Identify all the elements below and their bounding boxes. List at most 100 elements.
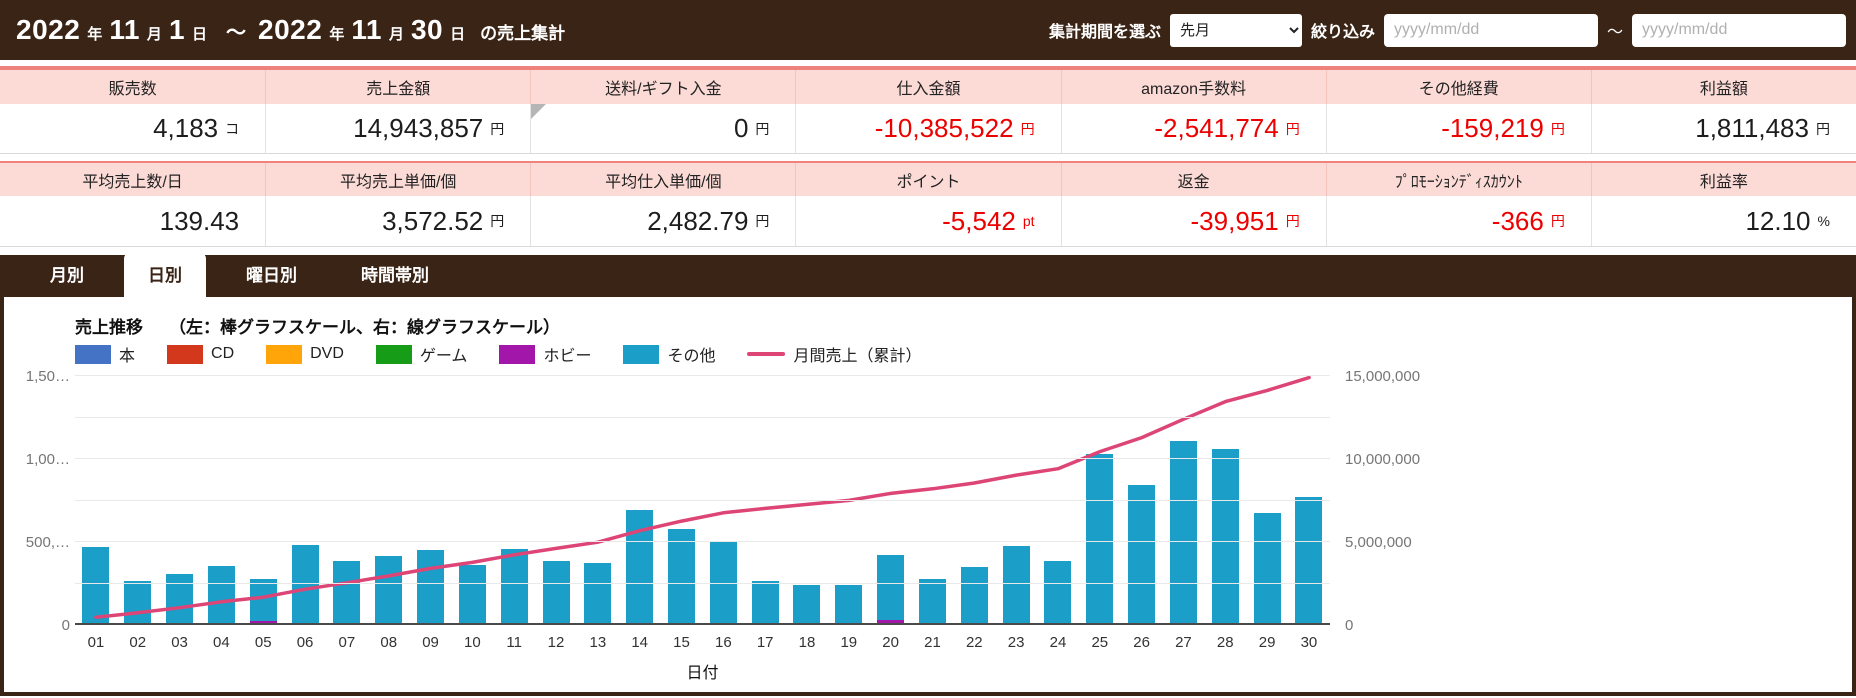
summary-unit: 円 bbox=[490, 120, 505, 137]
right-axis-tick: 5,000,000 bbox=[1345, 534, 1412, 552]
gridline bbox=[75, 499, 1330, 501]
bar-segment bbox=[584, 563, 612, 625]
bar-segment bbox=[835, 585, 863, 624]
period-select[interactable]: 先月 bbox=[1169, 13, 1302, 47]
title-segment: 月 bbox=[146, 26, 162, 43]
x-axis-tick: 25 bbox=[1091, 634, 1109, 651]
accent-border bbox=[0, 161, 1856, 163]
gridline bbox=[75, 582, 1330, 584]
summary-value-cell: 2,482.79 円 bbox=[530, 196, 795, 246]
chart-subtitle: （左：棒グラフスケール、右：線グラフスケール） bbox=[169, 318, 560, 337]
chart-title-row: 売上推移 （左：棒グラフスケール、右：線グラフスケール） bbox=[75, 313, 560, 338]
summary-header-cell: 返金 bbox=[1060, 163, 1326, 196]
x-axis-tick: 03 bbox=[171, 634, 188, 651]
x-axis-tick: 14 bbox=[631, 634, 649, 651]
legend-label: 月間売上（累計） bbox=[793, 348, 922, 365]
bar bbox=[75, 376, 117, 625]
legend-item: 本 bbox=[75, 342, 135, 366]
bar bbox=[619, 376, 661, 625]
gridline bbox=[75, 375, 1330, 376]
right-axis-labels: 0 5,000,000 10,000,000 15,000,000 bbox=[1345, 368, 1465, 634]
date-from-input[interactable] bbox=[1383, 13, 1598, 47]
title-segment: の売上集計 bbox=[480, 24, 566, 43]
x-axis-tick: 08 bbox=[380, 634, 398, 651]
summary-unit: pt bbox=[1022, 213, 1035, 229]
bar bbox=[159, 376, 201, 625]
chart-tabbar: 月別 日別 曜日別 時間帯別 bbox=[0, 252, 1856, 305]
bar-segment bbox=[207, 566, 235, 625]
plot-area bbox=[75, 375, 1330, 625]
title-segment: 日 bbox=[192, 26, 208, 43]
left-axis-tick: 1,00… bbox=[25, 451, 70, 469]
summary-unit: 円 bbox=[1815, 120, 1830, 137]
legend-label: ホビー bbox=[543, 348, 592, 365]
bar bbox=[1246, 376, 1288, 625]
bar-segment bbox=[417, 549, 445, 625]
summary-value: -159,219 bbox=[1441, 113, 1544, 143]
summary-header-cell: 仕入金額 bbox=[795, 70, 1060, 104]
bar bbox=[744, 376, 786, 625]
bar-segment bbox=[877, 554, 905, 621]
title-segment: 月 bbox=[388, 26, 404, 43]
spacer bbox=[0, 154, 1856, 161]
summary-unit: 円 bbox=[490, 213, 505, 229]
summary-header-cell: ﾌﾟﾛﾓｰｼｮﾝﾃﾞｨｽｶｳﾝﾄ bbox=[1325, 163, 1591, 196]
tab-timeband[interactable]: 時間帯別 bbox=[361, 266, 429, 285]
cell-corner-marker bbox=[531, 104, 547, 119]
date-to-input[interactable] bbox=[1632, 13, 1846, 47]
x-axis-tick: 30 bbox=[1300, 634, 1318, 651]
summary-value: 12.10 bbox=[1745, 205, 1811, 236]
x-axis-tick: 26 bbox=[1133, 634, 1150, 651]
right-axis-tick: 15,000,000 bbox=[1345, 368, 1421, 385]
bar-segment bbox=[877, 620, 905, 625]
bar bbox=[828, 376, 870, 625]
legend-item: DVD bbox=[266, 344, 344, 364]
bar bbox=[242, 376, 284, 625]
x-axis-tick: 06 bbox=[296, 634, 314, 651]
bar-segment bbox=[1169, 441, 1197, 625]
bar bbox=[117, 376, 159, 625]
x-axis-tick: 24 bbox=[1049, 634, 1067, 651]
chart-title: 売上推移 bbox=[75, 318, 143, 337]
summary-unit: 円 bbox=[755, 120, 770, 137]
x-axis-tick: 15 bbox=[673, 634, 690, 651]
chart-panel: 売上推移 （左：棒グラフスケール、右：線グラフスケール） 本 CD DVD ゲーム ホビ… bbox=[0, 297, 1856, 696]
tab-weekday[interactable]: 曜日別 bbox=[246, 266, 297, 285]
bar-segment bbox=[458, 565, 486, 625]
bar bbox=[1121, 376, 1163, 625]
header-bar: 2022 年 11 月 1 日～ 2022 年 11 月 30 日の売上集計 集計期間を選ぶ 先月 絞… bbox=[0, 0, 1856, 60]
bar-segment bbox=[626, 509, 654, 625]
x-axis-tick: 07 bbox=[338, 634, 356, 651]
tab-daily[interactable]: 日別 bbox=[124, 252, 206, 305]
bar-segment bbox=[375, 555, 403, 625]
legend-swatch bbox=[499, 344, 536, 364]
bar bbox=[577, 376, 619, 625]
summary-value: 2,482.79 bbox=[647, 205, 749, 236]
bar bbox=[1288, 376, 1330, 625]
bar-segment bbox=[291, 545, 319, 625]
right-axis-tick: 10,000,000 bbox=[1345, 451, 1421, 469]
x-axis-tick: 29 bbox=[1258, 634, 1276, 651]
summary-unit: 円 bbox=[1285, 120, 1300, 137]
x-axis-tick: 19 bbox=[840, 634, 858, 651]
summary-value: 0 bbox=[733, 113, 749, 143]
bar-segment bbox=[1128, 485, 1156, 624]
tab-monthly[interactable]: 月別 bbox=[50, 266, 84, 285]
summary-value-cell: 4,183 コ bbox=[0, 104, 265, 153]
bar-segment bbox=[333, 560, 361, 625]
gridline bbox=[75, 416, 1330, 418]
title-segment: 1 bbox=[168, 14, 186, 45]
bar bbox=[326, 376, 368, 625]
bar bbox=[953, 376, 995, 625]
legend-swatch bbox=[623, 344, 660, 364]
bar-segment bbox=[1044, 560, 1072, 625]
accent-border bbox=[0, 66, 1856, 70]
summary-value: -10,385,522 bbox=[874, 113, 1014, 143]
period-select-label: 集計期間を選ぶ bbox=[1048, 24, 1161, 41]
bar-segment bbox=[1211, 449, 1239, 625]
x-axis-tick: 09 bbox=[422, 634, 439, 651]
legend-label: 本 bbox=[119, 348, 136, 365]
bar bbox=[493, 376, 535, 625]
bar-segment bbox=[500, 548, 528, 625]
